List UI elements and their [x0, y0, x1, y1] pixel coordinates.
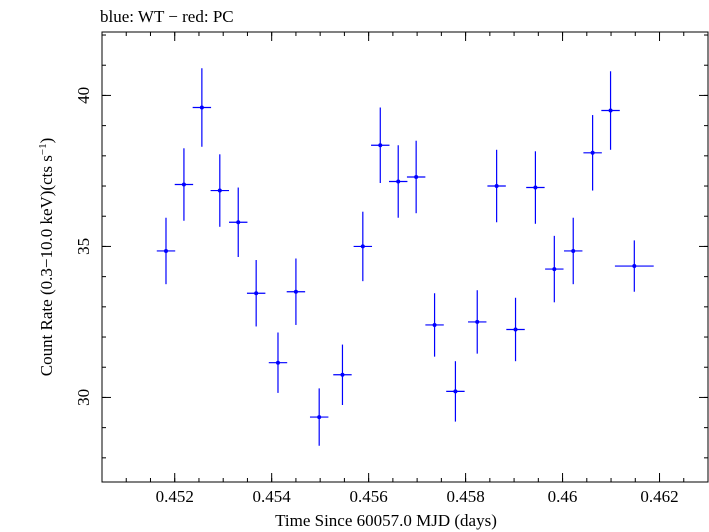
point-marker	[199, 105, 204, 110]
data-point	[246, 260, 266, 327]
point-marker	[217, 188, 222, 193]
data-point	[333, 344, 352, 405]
tick-labels: 0.452 0.454 0.456 0.458 0.46 0.462 30 35 40	[74, 87, 679, 506]
point-marker	[552, 267, 557, 272]
point-marker	[414, 174, 419, 179]
point-marker	[360, 244, 365, 249]
data-point	[309, 388, 329, 446]
y-axis-label-tail: )	[37, 138, 56, 144]
data-point	[545, 235, 564, 303]
data-point	[468, 290, 487, 354]
point-marker	[632, 264, 637, 269]
x-tick-label: 0.456	[350, 487, 388, 506]
data-point	[406, 140, 426, 214]
y-tick-label: 35	[74, 238, 93, 255]
data-point	[353, 211, 373, 282]
point-marker	[275, 360, 280, 365]
point-marker	[453, 389, 458, 394]
data-point	[564, 217, 583, 285]
data-point	[614, 240, 654, 292]
y-tick-label: 40	[74, 87, 93, 104]
data-points	[156, 68, 654, 446]
data-point	[526, 151, 545, 224]
data-point	[156, 217, 176, 285]
x-tick-label: 0.452	[156, 487, 194, 506]
data-point	[601, 71, 620, 150]
point-marker	[513, 327, 518, 332]
data-point	[389, 145, 408, 218]
point-marker	[254, 291, 259, 296]
data-point	[210, 154, 230, 227]
point-marker	[340, 372, 345, 377]
data-point	[229, 187, 248, 257]
point-marker	[494, 184, 499, 189]
plot-frame	[101, 31, 709, 483]
point-marker	[378, 143, 383, 148]
point-marker	[396, 179, 401, 184]
point-marker	[163, 248, 168, 253]
point-marker	[533, 185, 538, 190]
x-tick-label: 0.458	[446, 487, 484, 506]
data-point	[174, 148, 194, 221]
data-point	[268, 332, 288, 393]
data-point	[286, 258, 306, 325]
y-axis-label-exponent: −1	[37, 143, 49, 155]
data-point	[425, 293, 444, 357]
x-tick-label: 0.462	[640, 487, 678, 506]
axis-ticks	[101, 32, 709, 482]
data-point	[192, 68, 212, 147]
data-point	[446, 361, 465, 422]
y-axis-label: Count Rate (0.3−10.0 keV)(cts s−1)	[37, 138, 56, 377]
point-marker	[571, 248, 576, 253]
data-point	[583, 115, 602, 191]
data-point	[371, 107, 390, 184]
data-point	[487, 149, 506, 223]
x-tick-label: 0.46	[548, 487, 578, 506]
x-axis-label: Time Since 60057.0 MJD (days)	[275, 511, 497, 530]
data-point	[506, 297, 525, 362]
x-tick-label: 0.454	[253, 487, 292, 506]
point-marker	[590, 150, 595, 155]
point-marker	[432, 322, 437, 327]
point-marker	[317, 415, 322, 420]
point-marker	[293, 289, 298, 294]
point-marker	[236, 220, 241, 225]
chart-title: blue: WT − red: PC	[100, 7, 234, 26]
point-marker	[181, 182, 186, 187]
y-axis-label-main: Count Rate (0.3−10.0 keV)(cts s	[37, 155, 56, 376]
point-marker	[475, 319, 480, 324]
y-tick-label: 30	[74, 389, 93, 406]
point-marker	[608, 108, 613, 113]
